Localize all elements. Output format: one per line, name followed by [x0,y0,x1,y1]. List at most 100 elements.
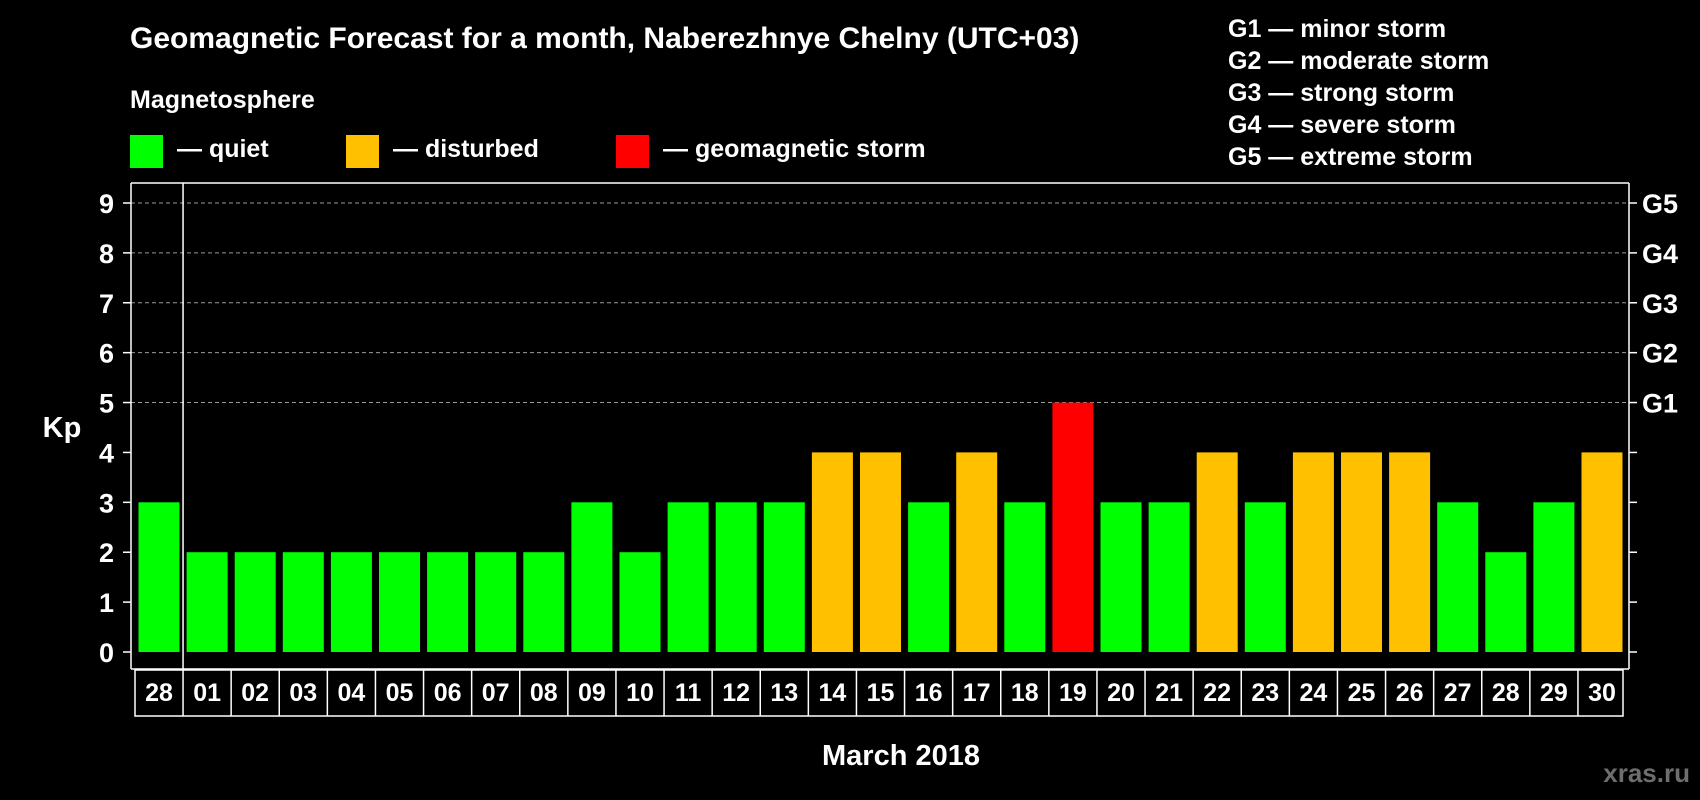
y-tick-label-1: 1 [99,588,114,618]
x-day-label-16: 16 [915,679,943,707]
x-day-label-22: 22 [1203,679,1231,707]
x-day-label-19: 19 [1059,679,1087,707]
x-axis-days: 28 01 02 03 04 05 06 07 08 09 10 11 12 13 14 15 16 17 18 19… [134,669,1624,717]
storm-scale-g3: G3 — strong storm [1228,79,1454,107]
legend-label-disturbed: — disturbed [393,135,539,163]
y-tick-label-2: 2 [99,538,114,568]
bar-21 [1148,502,1190,652]
storm-scale: G1 — minor storm G2 — moderate storm G3 … [1228,15,1489,171]
bar-2 [234,552,276,652]
bar-19 [1052,402,1094,652]
x-day-label-18: 18 [1011,679,1039,707]
bar-14 [811,452,853,652]
right-tick-label-G3: G3 [1642,289,1678,319]
legend-label-storm: — geomagnetic storm [663,135,926,163]
legend-heading: Magnetosphere [130,86,315,114]
x-day-label-13: 13 [770,679,798,707]
x-day-label-28: 28 [1492,679,1520,707]
x-day-label-7: 07 [482,679,510,707]
x-day-label-0: 28 [145,679,173,707]
right-axis-ticks: G1 G2 G3 G4 G5 [1629,189,1678,653]
legend: — quiet — disturbed — geomagnetic storm [130,135,926,168]
bar-22 [1196,452,1238,652]
bar-15 [860,452,901,652]
x-day-label-27: 27 [1444,679,1472,707]
x-day-label-10: 10 [626,679,654,707]
bar-7 [475,552,517,652]
bar-27 [1437,502,1479,652]
y-tick-label-4: 4 [99,438,114,468]
right-tick-label-G2: G2 [1642,339,1678,369]
x-day-label-4: 04 [337,679,365,707]
bar-4 [330,552,372,652]
bar-12 [715,502,757,652]
x-day-label-11: 11 [675,679,702,707]
bar-11 [667,502,709,652]
y-tick-label-5: 5 [99,389,114,419]
legend-swatch-quiet [130,135,163,168]
bar-5 [379,552,420,652]
legend-swatch-storm [616,135,649,168]
right-tick-label-G5: G5 [1642,189,1678,219]
x-day-label-30: 30 [1588,679,1616,707]
bar-24 [1292,452,1334,652]
bar-25 [1341,452,1382,652]
x-day-label-2: 02 [241,679,269,707]
x-day-label-26: 26 [1396,679,1424,707]
y-axis-label: Kp [43,412,82,444]
x-day-label-12: 12 [722,679,750,707]
x-day-label-9: 09 [578,679,606,707]
right-tick-label-G1: G1 [1642,389,1678,419]
bar-28 [1485,552,1527,652]
watermark: xras.ru [1603,758,1690,788]
y-tick-label-7: 7 [99,289,114,319]
bar-23 [1244,502,1286,652]
bar-20 [1100,502,1142,652]
x-day-label-14: 14 [818,679,846,707]
y-tick-label-8: 8 [99,239,114,269]
bar-8 [523,552,565,652]
grid-lines [131,202,1629,404]
bar-10 [619,552,661,652]
bar-18 [1004,502,1046,652]
y-tick-label-3: 3 [99,488,114,518]
bar-26 [1389,452,1431,652]
bar-29 [1533,502,1575,652]
bar-16 [908,502,950,652]
x-axis-label: March 2018 [822,740,980,772]
bar-6 [427,552,469,652]
x-day-label-21: 21 [1155,679,1183,707]
x-day-label-8: 08 [530,679,558,707]
x-day-label-5: 05 [386,679,414,707]
x-day-label-24: 24 [1299,679,1327,707]
legend-label-quiet: — quiet [177,135,269,163]
storm-scale-g4: G4 — severe storm [1228,111,1456,139]
chart-title: Geomagnetic Forecast for a month, Nabere… [130,22,1079,55]
y-tick-label-9: 9 [99,189,114,219]
x-day-label-23: 23 [1251,679,1279,707]
legend-swatch-disturbed [346,135,379,168]
x-day-label-20: 20 [1107,679,1135,707]
bar-0 [138,502,180,652]
plot-frame [130,182,1630,670]
x-day-label-17: 17 [963,679,991,707]
y-tick-label-6: 6 [99,339,114,369]
y-axis-ticks: 0 1 2 3 4 5 6 7 8 9 [99,189,131,668]
bar-30 [1581,452,1623,652]
storm-scale-g5: G5 — extreme storm [1228,143,1473,171]
x-day-label-29: 29 [1540,679,1568,707]
bar-3 [282,552,324,652]
x-day-label-15: 15 [867,679,895,707]
bar-1 [186,552,228,652]
right-tick-label-G4: G4 [1642,239,1678,269]
x-day-label-1: 01 [193,679,221,707]
bar-17 [956,452,998,652]
x-day-label-3: 03 [289,679,317,707]
storm-scale-g2: G2 — moderate storm [1228,47,1489,75]
bar-9 [571,502,613,652]
x-day-label-25: 25 [1348,679,1376,707]
bar-13 [763,502,805,652]
x-day-label-6: 06 [434,679,462,707]
y-tick-label-0: 0 [99,638,114,668]
